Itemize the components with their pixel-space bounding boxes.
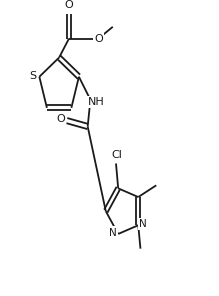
Text: O: O	[56, 114, 65, 124]
Text: O: O	[94, 33, 103, 44]
Text: O: O	[65, 1, 73, 10]
Text: NH: NH	[88, 97, 105, 107]
Text: N: N	[110, 228, 117, 237]
Text: N: N	[139, 219, 147, 229]
Text: Cl: Cl	[112, 150, 122, 160]
Text: S: S	[30, 71, 37, 81]
